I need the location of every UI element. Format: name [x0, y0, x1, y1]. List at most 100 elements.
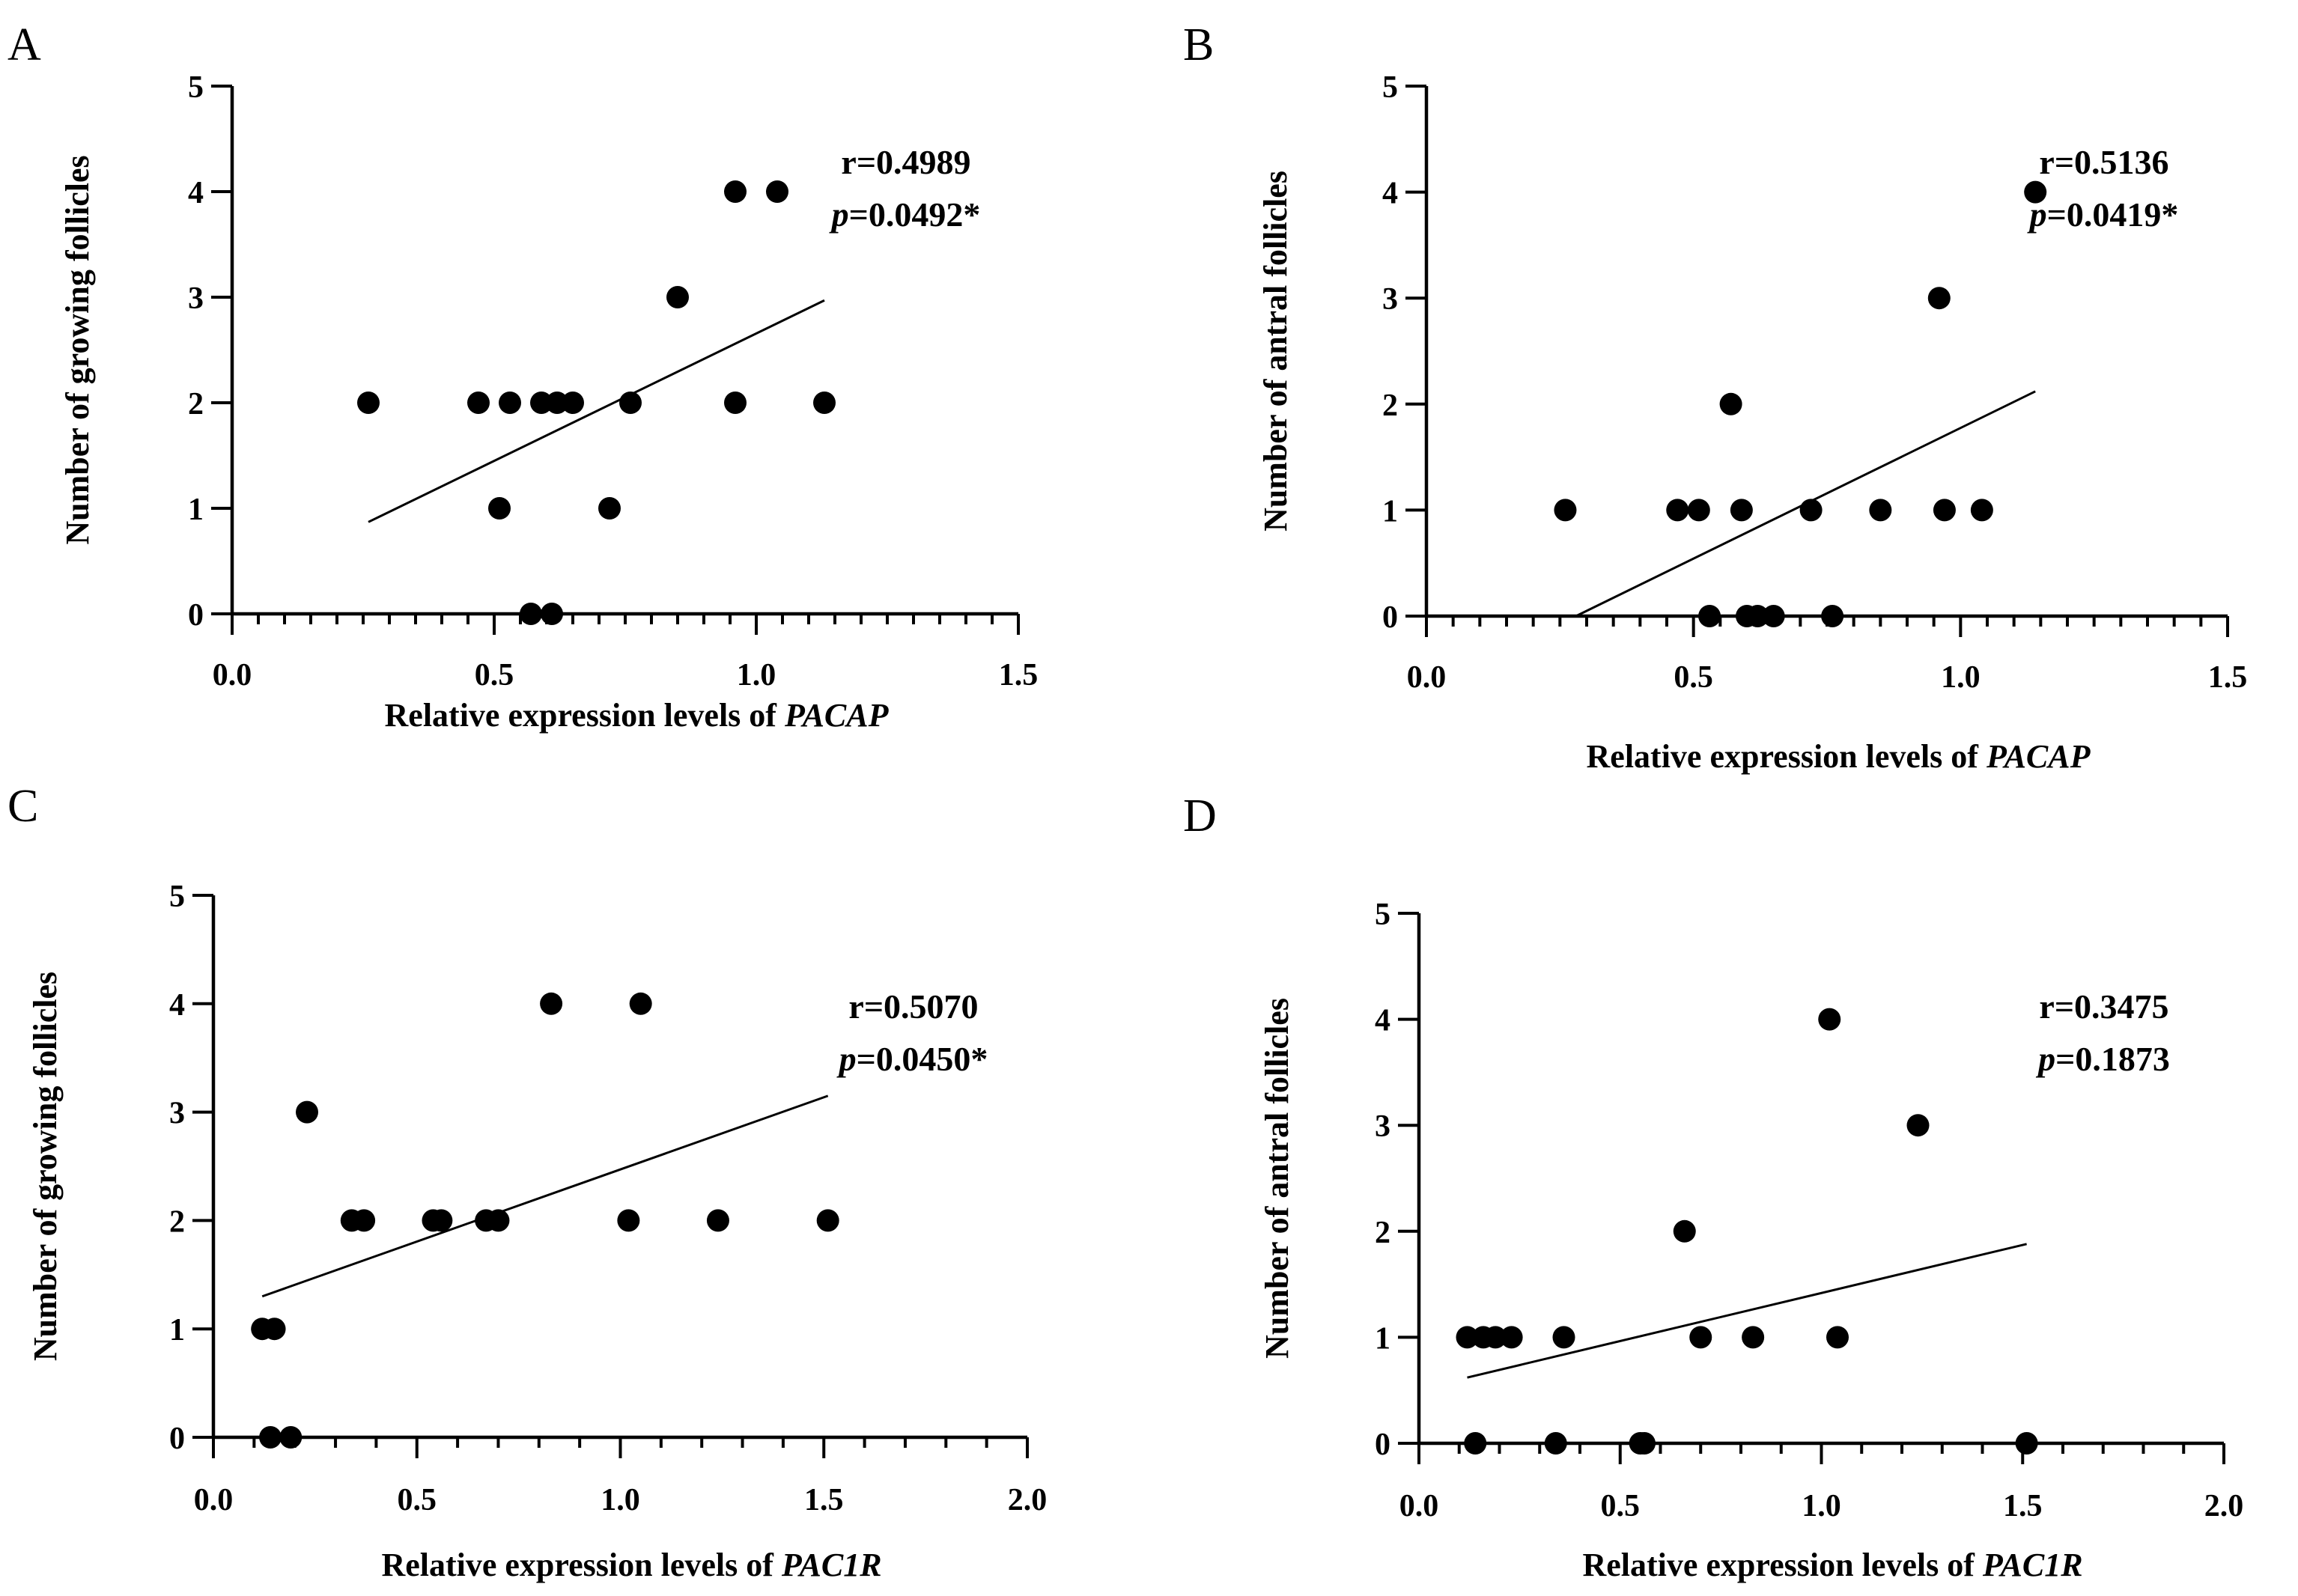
data-point: [1552, 1326, 1575, 1349]
x-tick-label: 0.0: [213, 658, 252, 692]
data-point: [1633, 1432, 1656, 1455]
data-point: [2024, 180, 2047, 204]
data-point: [706, 1209, 729, 1232]
data-point: [1927, 287, 1951, 310]
data-point: [1666, 499, 1689, 522]
stat-p-value: p=0.0450*: [836, 1040, 988, 1078]
y-tick-label: 0: [1382, 600, 1398, 635]
x-tick-label: 1.5: [999, 658, 1039, 692]
data-point: [598, 497, 621, 520]
panel-letter: B: [1183, 19, 1214, 70]
x-tick-label: 0.5: [1601, 1489, 1641, 1523]
panel-a: A 0.0 0.5 1.0 1.5 0 1 2 3 4 5 Relative expression l…: [7, 19, 1038, 734]
y-tick-label: 1: [169, 1313, 185, 1347]
data-point: [1554, 499, 1577, 522]
y-tick-label: 3: [1375, 1109, 1390, 1144]
y-tick-label: 2: [1382, 389, 1398, 423]
y-axis-title: Number of growing follicles: [27, 972, 64, 1361]
stat-p-value: p=0.0492*: [829, 195, 981, 234]
data-point: [816, 1209, 839, 1232]
data-point: [813, 392, 836, 414]
x-tick-label: 1.0: [737, 658, 776, 692]
data-point: [1746, 605, 1769, 627]
y-tick-label: 0: [188, 598, 204, 633]
data-point: [724, 180, 747, 203]
data-point: [2015, 1432, 2038, 1455]
data-point: [546, 392, 568, 414]
data-point: [540, 992, 563, 1015]
data-point: [296, 1100, 319, 1124]
x-tick-label: 2.0: [1008, 1483, 1048, 1517]
data-point: [1826, 1326, 1849, 1349]
data-point: [530, 392, 553, 414]
data-point: [499, 392, 521, 414]
panel-c: C 0.0 0.5 1.0 1.5 2.0 0 1 2 3 4 5 Relative expressio…: [7, 781, 1047, 1583]
data-point: [1730, 499, 1753, 522]
stat-p-value: p=0.0419*: [2027, 195, 2179, 234]
y-tick-label: 3: [169, 1097, 185, 1131]
y-tick-label: 5: [169, 880, 185, 914]
y-tick-label: 1: [188, 493, 204, 527]
x-tick-label: 0.0: [1407, 660, 1447, 695]
data-point: [766, 180, 788, 203]
y-axis-title: Number of antral follicles: [1257, 171, 1294, 532]
data-point: [1821, 605, 1844, 627]
regression-line: [261, 1094, 829, 1298]
data-point: [1818, 1008, 1841, 1031]
x-tick-label: 0.5: [1674, 660, 1713, 695]
y-tick-label: 0: [1375, 1428, 1390, 1462]
data-point: [629, 992, 652, 1015]
y-tick-label: 2: [169, 1204, 185, 1239]
x-tick-label: 1.0: [1941, 660, 1981, 695]
data-point: [1484, 1326, 1507, 1349]
data-point: [488, 497, 511, 520]
y-tick-label: 3: [1382, 282, 1398, 317]
y-tick-label: 3: [188, 281, 204, 316]
y-tick-label: 2: [188, 387, 204, 421]
data-point: [1719, 392, 1742, 415]
regression-line: [1467, 1243, 2027, 1379]
y-tick-label: 4: [188, 176, 204, 210]
data-point: [1673, 1219, 1696, 1243]
stat-r-value: r=0.5070: [848, 987, 978, 1026]
data-point: [1687, 499, 1710, 522]
data-point: [357, 392, 380, 414]
data-point: [1742, 1326, 1765, 1349]
panel-letter: C: [7, 781, 38, 832]
x-axis-title: Relative expression levels of PAC1R: [381, 1547, 881, 1583]
x-axis-title: Relative expression levels of PACAP: [1587, 738, 2091, 775]
data-point: [562, 392, 584, 414]
y-tick-label: 5: [1375, 898, 1390, 932]
x-tick-label: 1.5: [804, 1483, 844, 1517]
data-point: [1799, 499, 1823, 522]
y-tick-label: 2: [1375, 1216, 1390, 1250]
data-point: [279, 1426, 303, 1449]
data-point: [259, 1426, 282, 1449]
x-tick-label: 1.5: [2208, 660, 2248, 695]
stat-r-value: r=0.3475: [2039, 987, 2168, 1026]
data-point: [1698, 605, 1721, 627]
data-point: [541, 603, 563, 625]
x-tick-label: 0.0: [194, 1483, 234, 1517]
y-tick-label: 4: [1375, 1004, 1390, 1038]
y-tick-label: 4: [169, 988, 185, 1023]
y-axis-title: Number of antral follicles: [1259, 998, 1295, 1359]
data-point: [619, 392, 642, 414]
y-tick-label: 5: [1382, 70, 1398, 105]
data-point: [520, 603, 542, 625]
y-tick-label: 1: [1375, 1321, 1390, 1356]
data-point: [724, 392, 747, 414]
panel-b: B 0.0 0.5 1.0 1.5 0 1 2 3 4 5 Relative expression l…: [1183, 19, 2247, 775]
y-tick-label: 0: [169, 1422, 185, 1456]
y-tick-label: 1: [1382, 494, 1398, 529]
stat-p-value: p=0.1873: [2035, 1040, 2170, 1078]
x-tick-label: 1.0: [1802, 1489, 1841, 1523]
stat-r-value: r=0.4989: [841, 143, 970, 181]
data-point: [1689, 1326, 1712, 1349]
panel-letter: A: [7, 19, 41, 70]
data-point: [1762, 605, 1785, 627]
data-point: [1544, 1432, 1567, 1455]
data-point: [1464, 1432, 1487, 1455]
y-axis-title: Number of growing follicles: [59, 155, 96, 544]
